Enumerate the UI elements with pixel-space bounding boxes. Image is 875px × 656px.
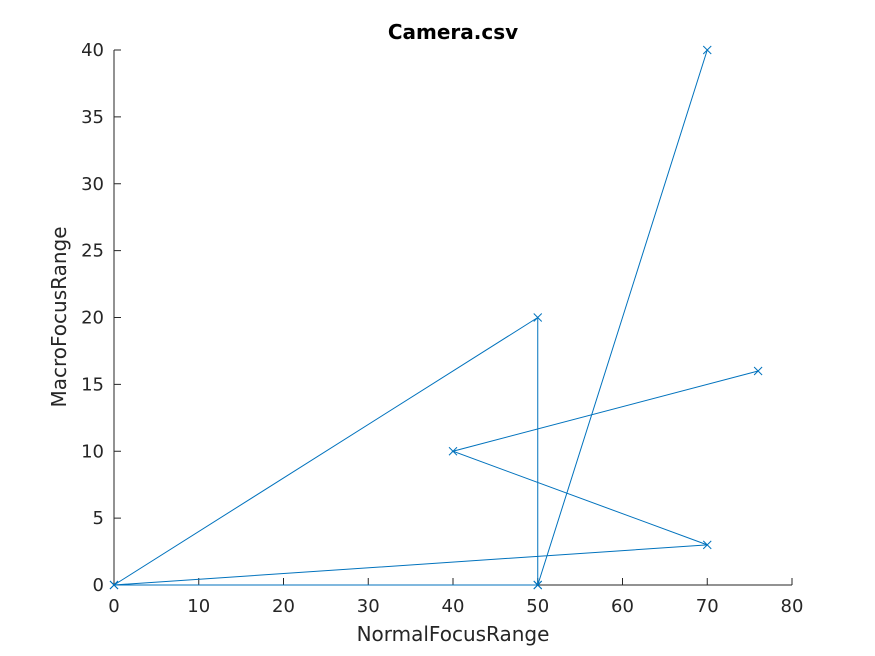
y-tick-label: 25 [81, 241, 104, 262]
x-axis-label: NormalFocusRange [357, 622, 550, 646]
x-tick-label: 60 [611, 596, 634, 617]
chart-title: Camera.csv [388, 20, 518, 44]
y-tick-label: 40 [81, 40, 104, 61]
x-tick-label: 0 [108, 596, 119, 617]
x-tick-label: 50 [526, 596, 549, 617]
x-axis-ticks: 0 10 20 30 40 50 60 70 80 [108, 578, 803, 617]
x-tick-label: 80 [781, 596, 804, 617]
x-tick-label: 40 [442, 596, 465, 617]
x-tick-label: 30 [357, 596, 380, 617]
y-tick-label: 0 [93, 575, 104, 596]
x-tick-label: 20 [272, 596, 295, 617]
axes [113, 50, 792, 586]
data-point [702, 540, 712, 550]
y-tick-label: 30 [81, 174, 104, 195]
y-tick-label: 35 [81, 107, 104, 128]
data-point [753, 366, 763, 376]
y-axis-ticks: 0 5 10 15 20 25 30 35 40 [81, 40, 121, 596]
series-line [113, 49, 759, 586]
data-point [533, 580, 543, 590]
y-tick-label: 5 [93, 508, 104, 529]
data-point [702, 45, 712, 55]
x-tick-label: 10 [187, 596, 210, 617]
data-point [448, 446, 458, 456]
y-tick-label: 10 [81, 441, 104, 462]
data-point [533, 313, 543, 322]
series-1 [109, 45, 763, 590]
x-tick-label: 70 [696, 596, 719, 617]
y-tick-label: 15 [81, 374, 104, 395]
y-axis-label: MacroFocusRange [47, 226, 71, 407]
data-point [109, 580, 119, 590]
y-tick-label: 20 [81, 308, 104, 329]
